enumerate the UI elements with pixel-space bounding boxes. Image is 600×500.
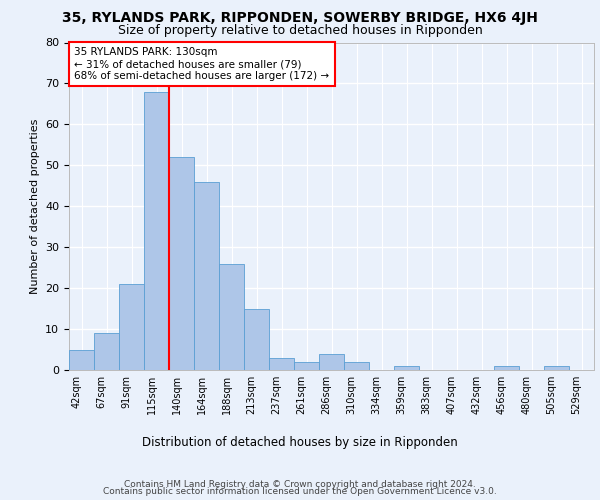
Text: Contains HM Land Registry data © Crown copyright and database right 2024.: Contains HM Land Registry data © Crown c… bbox=[124, 480, 476, 489]
Bar bbox=[119, 284, 144, 370]
Y-axis label: Number of detached properties: Number of detached properties bbox=[29, 118, 40, 294]
Bar bbox=[94, 333, 119, 370]
Bar bbox=[544, 366, 569, 370]
Bar bbox=[494, 366, 519, 370]
Bar bbox=[294, 362, 319, 370]
Bar bbox=[394, 366, 419, 370]
Text: Distribution of detached houses by size in Ripponden: Distribution of detached houses by size … bbox=[142, 436, 458, 449]
Bar bbox=[269, 358, 294, 370]
Bar bbox=[69, 350, 94, 370]
Bar bbox=[244, 308, 269, 370]
Bar bbox=[144, 92, 169, 370]
Text: Contains public sector information licensed under the Open Government Licence v3: Contains public sector information licen… bbox=[103, 487, 497, 496]
Text: Size of property relative to detached houses in Ripponden: Size of property relative to detached ho… bbox=[118, 24, 482, 37]
Bar bbox=[194, 182, 219, 370]
Bar bbox=[344, 362, 369, 370]
Text: 35 RYLANDS PARK: 130sqm
← 31% of detached houses are smaller (79)
68% of semi-de: 35 RYLANDS PARK: 130sqm ← 31% of detache… bbox=[74, 48, 329, 80]
Bar bbox=[169, 157, 194, 370]
Bar bbox=[319, 354, 344, 370]
Bar bbox=[219, 264, 244, 370]
Text: 35, RYLANDS PARK, RIPPONDEN, SOWERBY BRIDGE, HX6 4JH: 35, RYLANDS PARK, RIPPONDEN, SOWERBY BRI… bbox=[62, 11, 538, 25]
